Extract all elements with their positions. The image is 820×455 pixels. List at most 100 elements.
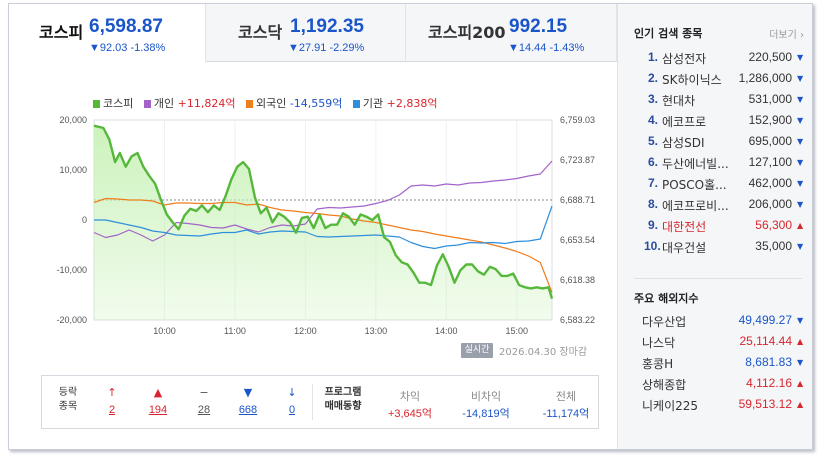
- tab-kospi[interactable]: 코스피 6,598.87 ▼92.03 -1.38%: [9, 4, 206, 62]
- y-right-tick-label: 6,723.87: [560, 155, 595, 165]
- y-left-tick-label: 20,000: [59, 115, 87, 125]
- popular-stock-row[interactable]: 5. 삼성SDI 695,000 ▼: [634, 134, 809, 154]
- popular-more-link[interactable]: 더보기 ›: [769, 26, 804, 41]
- legend-foreign-swatch: [245, 100, 253, 108]
- up-icon: ▲: [153, 386, 163, 399]
- overseas-index-row[interactable]: 니케이225 59,513.12 ▲: [634, 397, 809, 417]
- breadth-count-link[interactable]: 0: [288, 404, 296, 416]
- breadth-count-link[interactable]: 668: [238, 404, 258, 416]
- legend-individual[interactable]: 개인 +11,824억: [143, 95, 235, 111]
- popular-rank: 10.: [644, 239, 661, 253]
- legend-individual-swatch: [143, 100, 151, 108]
- triangle-down-icon: ▼: [797, 137, 804, 146]
- popular-stock-row[interactable]: 4. 에코프로 152,900 ▼: [634, 113, 809, 133]
- legend-individual-label: 개인: [153, 97, 175, 110]
- breadth-count-link[interactable]: 2: [108, 404, 116, 416]
- legend-institution[interactable]: 기관 +2,838억: [352, 95, 438, 111]
- popular-stock-name: 에코프로비...: [662, 199, 729, 213]
- legend-kospi[interactable]: 코스피: [93, 95, 133, 111]
- tab-kosdaq-price: 1,192.35: [290, 16, 364, 37]
- y-right-tick-label: 6,618.38: [560, 275, 595, 285]
- market-close-date: 2026.04.30 장마감: [499, 347, 588, 358]
- intraday-chart[interactable]: 20,000 10,000 0 -10,000 -20,000 6,759.03 6,723…: [49, 112, 609, 334]
- program-value: +3,645억: [387, 408, 433, 420]
- kospi-line: [93, 124, 554, 299]
- overseas-index-name: 홍콩H: [642, 357, 674, 371]
- y-left-tick-label: 10,000: [59, 165, 87, 175]
- foreign-line: [93, 197, 553, 293]
- legend-foreign-label: 외국인: [255, 97, 287, 110]
- popular-stock-price: 35,000: [755, 239, 792, 253]
- overseas-index-price: 49,499.27: [738, 313, 792, 327]
- individual-line: [93, 160, 553, 242]
- popular-stock-row[interactable]: 8. 에코프로비... 206,000 ▼: [634, 197, 809, 217]
- tab-kospi200[interactable]: 코스피200 992.15 ▼14.44 -1.43%: [406, 4, 617, 62]
- tab-kospi200-change: ▼14.44 -1.43%: [508, 42, 585, 54]
- breadth-count-link[interactable]: 194: [148, 404, 168, 416]
- market-stats-box: 등락 종목 ↑ 2 ▲ 194 − 28 ▼ 668 ↓ 0 프로그램 매매동향 차익 +3,645…: [41, 375, 599, 429]
- realtime-tag: 실시간: [461, 343, 493, 358]
- x-tick-label: 13:00: [365, 326, 388, 334]
- x-tick-label: 12:00: [294, 326, 317, 334]
- popular-stock-price: 56,300: [755, 218, 792, 232]
- program-column-header: 전체: [555, 390, 577, 403]
- breadth-label-line1: 등락: [58, 387, 78, 398]
- triangle-up-icon: ▲: [797, 400, 804, 409]
- overseas-index-price: 8,681.83: [745, 355, 792, 369]
- popular-stock-price: 206,000: [748, 197, 792, 211]
- popular-stock-name: 대우건설: [662, 241, 707, 255]
- legend-kospi-swatch: [93, 100, 100, 108]
- chart-legend: 코스피 개인 +11,824억 외국인 -14,559억 기관 +2,838억: [93, 95, 445, 111]
- triangle-down-icon: ▼: [797, 316, 804, 325]
- overseas-index-row[interactable]: 상해종합 4,112.16 ▲: [634, 376, 809, 396]
- overseas-index-row[interactable]: 다우산업 49,499.27 ▼: [634, 313, 809, 333]
- overseas-index-row[interactable]: 홍콩H 8,681.83 ▼: [634, 355, 809, 375]
- y-right-tick-label: 6,688.71: [560, 195, 595, 205]
- popular-stock-row[interactable]: 9. 대한전선 56,300 ▲: [634, 218, 809, 238]
- overseas-title: 주요 해외지수: [634, 292, 699, 305]
- tab-kosdaq[interactable]: 코스닥 1,192.35 ▼27.91 -2.29%: [206, 4, 406, 62]
- y-right-tick-label: 6,653.54: [560, 235, 595, 245]
- popular-stock-name: SK하이닉스: [662, 73, 722, 87]
- breadth-label: 등락 종목: [50, 386, 86, 414]
- y-left-tick-label: 0: [82, 215, 87, 225]
- popular-stock-name: 에코프로: [662, 115, 707, 129]
- x-tick-label: 11:00: [224, 326, 246, 334]
- popular-rank: 7.: [647, 176, 658, 190]
- program-column-header: 비차익: [470, 390, 502, 403]
- legend-institution-swatch: [352, 100, 360, 108]
- triangle-down-icon: ▼: [797, 242, 804, 251]
- y-right-tick-label: 6,759.03: [560, 115, 595, 125]
- popular-stock-price: 462,000: [748, 176, 792, 190]
- overseas-index-row[interactable]: 나스닥 25,114.44 ▲: [634, 334, 809, 354]
- popular-stock-row[interactable]: 6. 두산에너빌... 127,100 ▼: [634, 155, 809, 175]
- triangle-down-icon: ▼: [797, 116, 804, 125]
- triangle-up-icon: ▲: [797, 221, 804, 230]
- breadth-count-link[interactable]: 28: [197, 404, 211, 416]
- program-label: 프로그램 매매동향: [321, 386, 365, 414]
- popular-title: 인기 검색 종목: [634, 27, 703, 40]
- popular-rank: 1.: [647, 50, 658, 64]
- overseas-index-name: 상해종합: [642, 378, 687, 392]
- popular-stock-row[interactable]: 7. POSCO홀... 462,000 ▼: [634, 176, 809, 196]
- popular-rank: 6.: [647, 155, 658, 169]
- popular-stock-price: 695,000: [748, 134, 792, 148]
- popular-stock-row[interactable]: 10. 대우건설 35,000 ▼: [634, 239, 809, 259]
- overseas-index-price: 59,513.12: [738, 397, 792, 411]
- legend-foreign[interactable]: 외국인 -14,559억: [245, 95, 343, 111]
- popular-stock-row[interactable]: 2. SK하이닉스 1,286,000 ▼: [634, 71, 809, 91]
- popular-more-label: 더보기: [769, 30, 797, 41]
- popular-stock-row[interactable]: 3. 현대차 531,000 ▼: [634, 92, 809, 112]
- x-tick-label: 15:00: [506, 326, 529, 334]
- program-label-line1: 프로그램: [324, 387, 362, 398]
- program-column-header: 차익: [399, 390, 421, 403]
- y-left-tick-label: -20,000: [56, 315, 87, 325]
- popular-stock-name: 두산에너빌...: [662, 157, 729, 171]
- index-panel: 코스피 6,598.87 ▼92.03 -1.38% 코스닥 1,192.35 …: [9, 4, 617, 449]
- popular-stock-row[interactable]: 1. 삼성전자 220,500 ▼: [634, 50, 809, 70]
- popular-rank: 2.: [647, 71, 658, 85]
- popular-stock-name: 삼성전자: [662, 52, 707, 66]
- y-left-tick-label: -10,000: [56, 265, 87, 275]
- upper-limit-icon: ↑: [107, 386, 117, 399]
- legend-foreign-value: -14,559억: [289, 97, 343, 110]
